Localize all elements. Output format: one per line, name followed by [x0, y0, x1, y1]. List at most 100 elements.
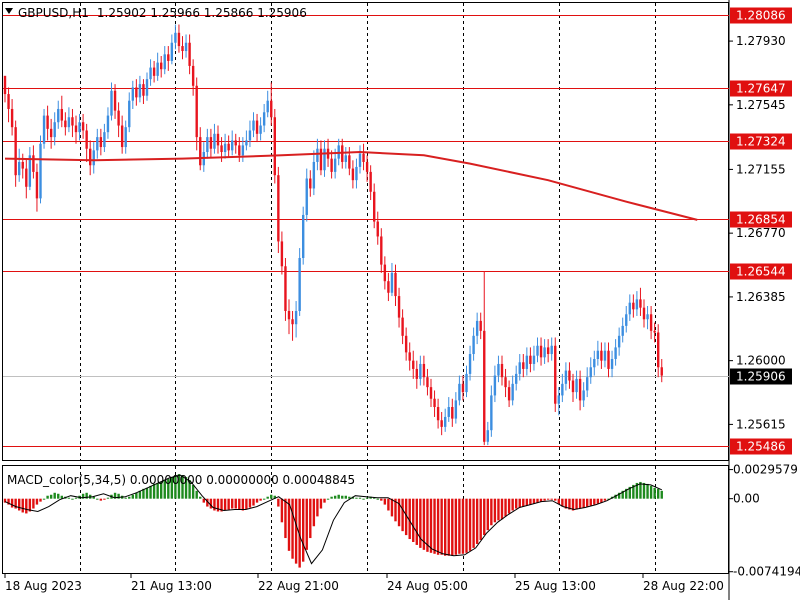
collapse-triangle-icon[interactable]: [5, 8, 13, 14]
candle: [25, 158, 28, 199]
candle: [113, 84, 117, 119]
macd-bar: [642, 482, 646, 499]
macd-bar: [447, 498, 450, 556]
candle: [199, 127, 202, 171]
candle-body: [543, 347, 546, 358]
macd-bar: [138, 490, 142, 499]
candle-body: [113, 90, 117, 111]
macd-bar: [657, 488, 660, 499]
candle: [294, 301, 298, 338]
macd-bar: [39, 498, 42, 502]
macd-bar: [255, 498, 259, 503]
macd-bar: [49, 494, 53, 499]
macd-bar: [316, 498, 319, 517]
candle-body: [394, 272, 397, 297]
candle-body: [351, 168, 355, 181]
candle: [53, 112, 56, 146]
macd-bar: [458, 498, 461, 554]
macd-bar: [270, 494, 273, 499]
candle-body: [117, 110, 120, 126]
candle-body: [145, 79, 149, 96]
candle: [635, 291, 639, 316]
candle: [312, 150, 316, 196]
macd-bar: [568, 498, 571, 510]
macd-bar: [444, 498, 447, 556]
candle: [444, 408, 447, 432]
candle: [376, 211, 379, 245]
candle: [380, 228, 383, 273]
macd-bar: [216, 498, 220, 512]
candle: [415, 360, 418, 389]
level-label-box: [730, 438, 792, 455]
candle: [206, 128, 209, 159]
candle-body: [333, 158, 337, 172]
candle: [213, 123, 216, 154]
macd-bar: [131, 494, 134, 499]
candle: [135, 79, 138, 106]
macd-bar: [333, 495, 337, 499]
candle: [262, 104, 266, 133]
macd-bar: [124, 497, 127, 499]
candle-body: [635, 299, 639, 310]
candle-body: [106, 115, 110, 133]
candle-body: [209, 137, 213, 149]
macd-bar: [252, 498, 255, 506]
macd-bar: [603, 498, 607, 501]
macd-bar: [74, 497, 78, 499]
candle-body: [582, 390, 585, 401]
price-tick-label: 1.26000: [736, 354, 786, 368]
candle-body: [404, 335, 408, 353]
macd-bar: [490, 498, 493, 526]
level-labels: 1.28086 1.27647 1.27324 1.26854 1.26544 1.254…: [730, 7, 792, 455]
candle-body: [220, 145, 223, 153]
candle-body: [28, 155, 32, 187]
candle: [92, 142, 95, 174]
macd-bar: [234, 498, 237, 509]
candle-body: [436, 407, 440, 421]
macd-pane-frame: [2, 465, 729, 574]
candle-body: [419, 363, 422, 379]
candle: [451, 398, 454, 427]
candle-body: [607, 350, 610, 369]
level-label: 1.28086: [736, 9, 786, 23]
candle-body: [319, 148, 323, 171]
candle-body: [376, 221, 379, 237]
macd-bar: [433, 498, 436, 554]
candle: [355, 158, 358, 189]
candle-body: [181, 46, 184, 52]
macd-bar: [518, 498, 521, 508]
macd-bar: [213, 498, 216, 511]
candle-body: [632, 302, 635, 310]
candle-body: [603, 350, 607, 361]
macd-bar: [57, 493, 60, 499]
macd-bar: [550, 498, 553, 500]
candle: [365, 155, 369, 182]
candle: [554, 337, 557, 412]
level-label-box: [730, 133, 792, 150]
candle-body: [614, 347, 617, 359]
macd-bar: [145, 487, 149, 499]
candle-body: [504, 377, 507, 388]
candle-body: [248, 130, 252, 141]
macd-bar: [156, 482, 159, 499]
level-label-box: [730, 80, 792, 97]
level-label: 1.27647: [736, 82, 786, 96]
macd-bar: [302, 498, 305, 562]
candle-body: [621, 325, 624, 336]
macd-bar: [128, 496, 131, 499]
candle: [259, 117, 262, 141]
macd-bar: [46, 495, 49, 499]
candle: [369, 165, 372, 201]
candle-body: [348, 155, 351, 169]
candle: [163, 46, 166, 75]
candle-body: [571, 380, 575, 393]
candle: [515, 365, 518, 391]
candle: [270, 82, 273, 126]
candle-body: [444, 416, 447, 427]
macd-bar: [373, 497, 376, 499]
macd-bar: [291, 498, 294, 559]
candle-body: [231, 140, 234, 151]
candle-body: [252, 120, 255, 131]
macd-bar: [273, 495, 276, 499]
candle: [302, 206, 305, 265]
